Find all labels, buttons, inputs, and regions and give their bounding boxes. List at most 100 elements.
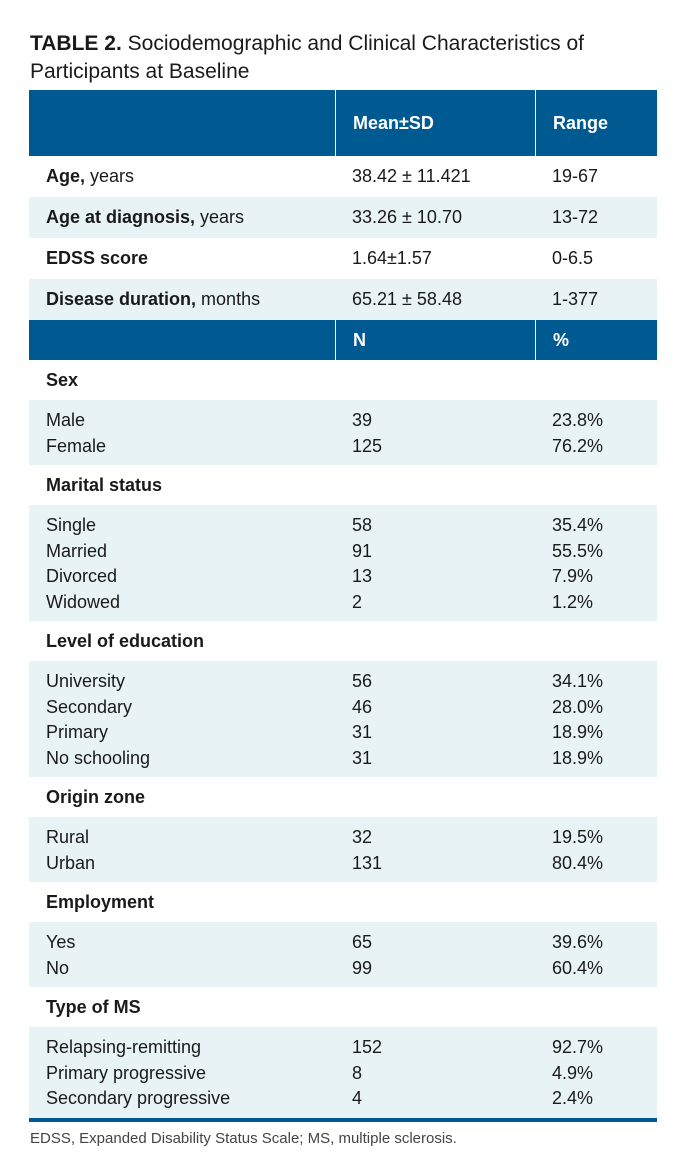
table-row: Relapsing-remitting 152 92.7%: [29, 1035, 657, 1061]
count-cell: 8: [352, 1062, 363, 1083]
table-row: Urban 131 80.4%: [29, 851, 657, 877]
table-row: Widowed 2 1.2%: [29, 590, 657, 616]
row-label: Male: [46, 410, 86, 431]
category-heading: Marital status: [46, 474, 163, 495]
header-cell-range: Range: [535, 90, 657, 156]
table-row: Rural 32 19.5%: [29, 825, 657, 851]
count-cell: 58: [352, 515, 373, 536]
percent-cell: 35.4%: [552, 515, 604, 536]
category-heading: Employment: [46, 891, 155, 912]
table-row: Secondary progressive 4 2.4%: [29, 1086, 657, 1112]
table-row: EDSS score 1.64±1.57 0-6.5: [29, 238, 657, 279]
table-row: Age at diagnosis, years 33.26 ± 10.70 13-7…: [29, 197, 657, 238]
category-group: Rural 32 19.5% Urban 131 80.4%: [29, 817, 657, 882]
percent-cell: 55.5%: [552, 540, 604, 561]
category-group: Relapsing-remitting 152 92.7% Primary progr…: [29, 1027, 657, 1118]
percent-cell: 2.4%: [552, 1088, 594, 1109]
range-cell: 1-377: [552, 289, 599, 309]
header-row-mean: Mean±SD Range: [29, 90, 657, 156]
row-label: Single: [46, 515, 97, 536]
row-label: Age at diagnosis, years: [29, 207, 335, 228]
count-cell: 56: [352, 671, 373, 692]
mean-sd-cell: 65.21 ± 58.48: [352, 289, 462, 309]
table-row: Single 58 35.4%: [29, 513, 657, 539]
count-cell: 31: [352, 747, 373, 768]
category-heading: Origin zone: [46, 786, 145, 807]
count-cell: 131: [352, 852, 383, 873]
category-heading: Level of education: [46, 630, 205, 651]
percent-cell: 18.9%: [552, 747, 604, 768]
table-number: TABLE 2.: [30, 32, 122, 55]
table-row: Disease duration, months 65.21 ± 58.48 1-3…: [29, 279, 657, 320]
category-heading: Type of MS: [46, 996, 141, 1017]
percent-cell: 80.4%: [552, 852, 604, 873]
row-label-unit: years: [85, 166, 135, 186]
percent-cell: 60.4%: [552, 957, 604, 978]
header-row-count: N %: [29, 320, 657, 360]
table-caption: Sociodemographic and Clinical Characteri…: [30, 32, 585, 83]
table-row: Primary 31 18.9%: [29, 720, 657, 746]
row-label-bold: Age at diagnosis,: [46, 207, 196, 227]
category-group: Single 58 35.4% Married 91 55.5% Divorced 13 7.9…: [29, 505, 657, 621]
row-label-unit: years: [195, 207, 245, 227]
count-cell: 125: [352, 435, 383, 456]
row-label: Secondary: [46, 696, 133, 717]
row-label: Yes: [46, 932, 76, 953]
table-row: University 56 34.1%: [29, 669, 657, 695]
range-cell: 0-6.5: [552, 248, 594, 268]
percent-cell: 23.8%: [552, 410, 604, 431]
row-label: Rural: [46, 827, 90, 848]
categorical-rows: Sex Male 39 23.8% Female 125 76.2% Marital stat…: [29, 360, 657, 1118]
header-cell-n: N: [335, 320, 535, 360]
table-row: Married 91 55.5%: [29, 539, 657, 565]
row-label: Relapsing-remitting: [46, 1037, 202, 1058]
row-label: Secondary progressive: [46, 1088, 231, 1109]
table-row: Female 125 76.2%: [29, 434, 657, 460]
row-label: University: [46, 671, 126, 692]
table-bottom-rule: [29, 1117, 657, 1122]
table-row: Primary progressive 8 4.9%: [29, 1061, 657, 1087]
count-cell: 31: [352, 722, 373, 743]
table-footnote: EDSS, Expanded Disability Status Scale; …: [30, 1130, 457, 1147]
table-row: Secondary 46 28.0%: [29, 695, 657, 721]
count-cell: 91: [352, 540, 373, 561]
header-cell-mean-sd: Mean±SD: [335, 90, 535, 156]
percent-cell: 19.5%: [552, 827, 604, 848]
row-label: EDSS score: [29, 248, 335, 269]
row-label: Primary: [46, 722, 108, 743]
row-label: No: [46, 957, 70, 978]
table-row: Male 39 23.8%: [29, 408, 657, 434]
row-label: Urban: [46, 852, 96, 873]
continuous-rows: Age, years 38.42 ± 11.421 19-67 Age at diag…: [29, 156, 657, 320]
row-label-bold: EDSS score: [46, 248, 149, 268]
row-label-unit: months: [196, 289, 261, 309]
percent-cell: 39.6%: [552, 932, 604, 953]
mean-sd-cell: 1.64±1.57: [352, 248, 432, 268]
row-label: Female: [46, 435, 107, 456]
percent-cell: 4.9%: [552, 1062, 594, 1083]
range-cell: 13-72: [552, 207, 599, 227]
row-label: Age, years: [29, 166, 335, 187]
table-row: Yes 65 39.6%: [29, 930, 657, 956]
table-row: Divorced 13 7.9%: [29, 564, 657, 590]
percent-cell: 1.2%: [552, 591, 594, 612]
count-cell: 46: [352, 696, 373, 717]
percent-cell: 18.9%: [552, 722, 604, 743]
table-title: TABLE 2. Sociodemographic and Clinical C…: [30, 30, 670, 86]
table-row: No 99 60.4%: [29, 956, 657, 982]
table-row: Age, years 38.42 ± 11.421 19-67: [29, 156, 657, 197]
row-label: Primary progressive: [46, 1062, 207, 1083]
header-cell-percent: %: [535, 320, 657, 360]
count-cell: 2: [352, 591, 363, 612]
characteristics-table: Mean±SD Range Age, years 38.42 ± 11.421 19…: [29, 90, 657, 1122]
count-cell: 4: [352, 1088, 363, 1109]
table-row: No schooling 31 18.9%: [29, 746, 657, 772]
count-cell: 32: [352, 827, 373, 848]
range-cell: 19-67: [552, 166, 599, 186]
row-label-bold: Age,: [46, 166, 86, 186]
row-label: Disease duration, months: [29, 289, 335, 310]
row-label: No schooling: [46, 747, 151, 768]
category-heading: Sex: [46, 369, 79, 390]
row-label: Divorced: [46, 566, 118, 587]
category-group: Yes 65 39.6% No 99 60.4%: [29, 922, 657, 987]
